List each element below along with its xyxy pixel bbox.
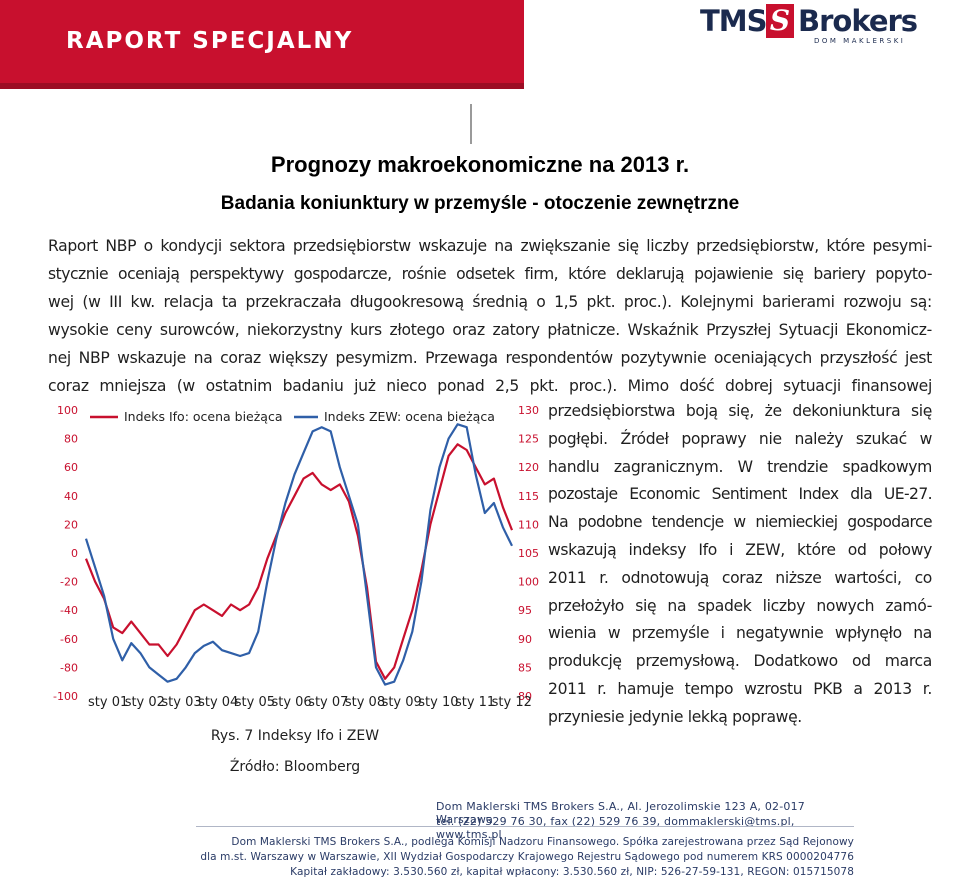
side-line: pozostaje Economic Sentiment Index dla U…	[548, 485, 933, 504]
side-line: 2011 r. odnotowują coraz niższe wartości…	[548, 568, 932, 587]
x-tick-label: sty 01	[88, 695, 128, 710]
y-right-tick-label: 125	[518, 433, 539, 446]
banner-title: RAPORT SPECJALNY	[66, 28, 354, 54]
side-line: handlu zagranicznym. W trendzie spadkowy…	[548, 457, 932, 476]
intro-paragraph: Raport NBP o kondycji sektora przedsiębi…	[48, 232, 933, 400]
paragraph-line: wysokie ceny surowców, niekorzystny kurs…	[48, 321, 932, 339]
page-title: Prognozy makroekonomiczne na 2013 r.	[270, 152, 690, 177]
footer-legal-2: dla m.st. Warszawy w Warszawie, XII Wydz…	[200, 851, 854, 863]
y-right-tick-label: 120	[518, 461, 539, 474]
y-left-tick-label: 0	[71, 547, 78, 560]
paragraph-line: coraz mniejsza (w ostatnim badaniu już n…	[48, 377, 932, 395]
banner-stripe	[0, 83, 524, 89]
y-left-tick-label: 80	[64, 433, 78, 446]
paragraph-line: wej (w III kw. relacja ta przekraczała d…	[48, 293, 932, 311]
side-line: wskazują indeksy Ifo i ZEW, które od poł…	[548, 540, 932, 559]
side-line: produkcję przemysłową. Dodatkowo od marc…	[548, 652, 932, 671]
side-line: 2011 r. hamuje tempo wzrostu PKB a 2013 …	[548, 679, 932, 698]
footer-legal-1: Dom Maklerski TMS Brokers S.A., podlega …	[231, 836, 854, 848]
y-right-tick-label: 110	[518, 518, 539, 531]
y-right-tick-label: 100	[518, 576, 539, 589]
footer-address: Dom Maklerski TMS Brokers S.A., Al. Jero…	[436, 800, 805, 826]
chart-source: Źródło: Bloomberg	[229, 759, 361, 775]
y-left-tick-label: -100	[53, 690, 78, 703]
y-right-tick-label: 115	[518, 490, 539, 503]
x-tick-label: sty 02	[125, 695, 165, 710]
legend-label-zew: Indeks ZEW: ocena bieżąca	[324, 409, 495, 424]
x-tick-label: sty 11	[455, 695, 495, 710]
ifo-zew-chart: 100 80 60 40 20 0 -20 -40 -60 -80 -100 130 125 120 115…	[50, 400, 545, 720]
y-left-tick-label: -40	[60, 604, 78, 617]
side-line: przyniesie jedynie lekką poprawę.	[548, 707, 802, 726]
y-right-tick-label: 105	[518, 547, 539, 560]
footer-legal-3: Kapitał zakładowy: 3.530.560 zł, kapitał…	[290, 866, 854, 878]
x-tick-label: sty 05	[235, 695, 275, 710]
y-right-tick-label: 95	[518, 604, 532, 617]
x-tick-label: sty 07	[308, 695, 348, 710]
footer-contact: tel. (22) 529 76 30, fax (22) 529 76 39,…	[436, 815, 795, 841]
section-heading: Badania koniunktury w przemyśle - otocze…	[220, 193, 740, 214]
logo-text-right: Brokers	[798, 4, 918, 38]
ifo-series-line	[84, 443, 514, 680]
x-tick-label: sty 06	[271, 695, 311, 710]
logo-mark: S	[766, 4, 794, 38]
x-tick-label: sty 04	[198, 695, 238, 710]
y-left-tick-label: 100	[57, 404, 78, 417]
y-left-tick-label: 60	[64, 461, 78, 474]
report-banner: RAPORT SPECJALNY	[0, 0, 524, 83]
zew-series-line	[84, 423, 513, 686]
side-line: Na podobne tendencje w niemieckiej gospo…	[548, 513, 933, 532]
y-left-tick-label: 20	[64, 518, 78, 531]
x-tick-label: sty 09	[382, 695, 422, 710]
x-tick-label: sty 12	[492, 695, 532, 710]
y-left-tick-label: 40	[64, 490, 78, 503]
y-left-tick-label: -20	[60, 576, 78, 589]
x-tick-label: sty 08	[345, 695, 385, 710]
side-line: pogłębi. Źródeł poprawy nie należy szuka…	[548, 429, 932, 448]
company-logo: TMS S Brokers DOM MAKLERSKI	[700, 2, 918, 45]
footer-separator	[196, 826, 854, 827]
paragraph-line: stycznie oceniają perspektywy gospodarcz…	[48, 265, 933, 283]
y-right-tick-label: 90	[518, 633, 532, 646]
side-line: wienia w przemyśle i negatywnie wpłynęło…	[548, 624, 932, 643]
y-left-tick-label: -80	[60, 661, 78, 674]
logo-subtitle: DOM MAKLERSKI	[814, 37, 906, 45]
y-right-tick-label: 130	[518, 404, 539, 417]
side-line: przełożyło się na spadek liczby nowych z…	[548, 596, 932, 615]
paragraph-line: Raport NBP o kondycji sektora przedsiębi…	[48, 237, 932, 255]
y-left-tick-label: -60	[60, 633, 78, 646]
chart-caption: Rys. 7 Indeksy Ifo i ZEW	[210, 728, 380, 744]
y-right-tick-label: 80	[518, 690, 532, 703]
paragraph-line: nej NBP wskazuje na coraz większy pesymi…	[48, 349, 932, 367]
legend-label-ifo: Indeks Ifo: ocena bieżąca	[124, 409, 283, 424]
y-right-tick-label: 85	[518, 661, 532, 674]
side-line: przedsiębiorstwa boją się, że dekoniunkt…	[548, 402, 932, 420]
logo-text-left: TMS	[700, 4, 768, 38]
side-paragraph: przedsiębiorstwa boją się, że dekoniunkt…	[548, 398, 933, 732]
divider	[470, 104, 472, 144]
x-tick-label: sty 10	[418, 695, 458, 710]
x-tick-label: sty 03	[161, 695, 201, 710]
chart-svg: 100 80 60 40 20 0 -20 -40 -60 -80 -100 130 125 120 115…	[53, 404, 539, 710]
